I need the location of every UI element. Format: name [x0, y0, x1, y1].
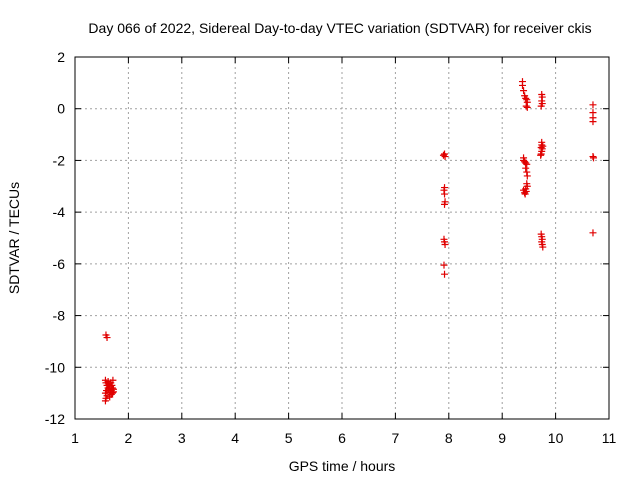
data-point: [109, 388, 117, 396]
data-point: [523, 160, 531, 168]
x-tick-label: 8: [445, 430, 453, 446]
y-tick-label: -4: [53, 204, 66, 220]
data-point: [522, 102, 530, 110]
data-point: [521, 190, 529, 198]
x-tick-label: 2: [125, 430, 133, 446]
data-point: [440, 261, 448, 269]
data-point: [441, 270, 449, 278]
data-point: [108, 389, 116, 397]
data-point: [537, 102, 545, 110]
data-point: [109, 376, 117, 384]
data-point: [589, 118, 597, 126]
data-point: [439, 151, 447, 159]
y-tick-label: 0: [57, 101, 65, 117]
x-tick-label: 11: [602, 430, 617, 446]
data-point: [589, 101, 597, 109]
x-axis-label: GPS time / hours: [289, 458, 396, 474]
x-tick-label: 4: [231, 430, 239, 446]
data-point: [441, 240, 449, 248]
y-axis-label: SDTVAR / TECUs: [6, 182, 22, 294]
x-tick-label: 10: [548, 430, 564, 446]
axis-ticks: 1 2 3 4 5 6 7 8 9 10 11 -12 -10 -8 -6 -4 -2 0 2: [45, 49, 617, 446]
data-point: [522, 164, 530, 172]
x-tick-label: 1: [71, 430, 79, 446]
data-point: [590, 154, 598, 162]
x-tick-label: 9: [498, 430, 506, 446]
data-point: [589, 229, 597, 237]
data-point: [518, 81, 526, 89]
data-points: [101, 78, 598, 405]
x-tick-label: 5: [285, 430, 293, 446]
data-point: [103, 334, 111, 342]
data-point: [523, 103, 531, 111]
data-point: [441, 153, 449, 161]
y-tick-label: -12: [45, 411, 65, 427]
data-point: [101, 397, 109, 405]
grid: [75, 57, 609, 419]
data-point: [520, 87, 528, 95]
y-tick-label: -2: [53, 152, 66, 168]
x-tick-label: 7: [392, 430, 400, 446]
y-tick-label: -10: [45, 359, 65, 375]
y-tick-label: -6: [53, 256, 66, 272]
x-tick-label: 6: [338, 430, 346, 446]
data-point: [522, 94, 530, 102]
plot-frame: [74, 56, 610, 420]
chart-title: Day 066 of 2022, Sidereal Day-to-day VTE…: [88, 20, 591, 36]
data-point: [441, 200, 449, 208]
data-point: [537, 151, 545, 159]
x-tick-label: 3: [178, 430, 186, 446]
y-tick-label: -8: [53, 308, 66, 324]
data-point: [539, 243, 547, 251]
data-point: [441, 190, 449, 198]
y-tick-label: 2: [57, 49, 65, 65]
data-point: [106, 393, 114, 401]
data-point: [523, 172, 531, 180]
